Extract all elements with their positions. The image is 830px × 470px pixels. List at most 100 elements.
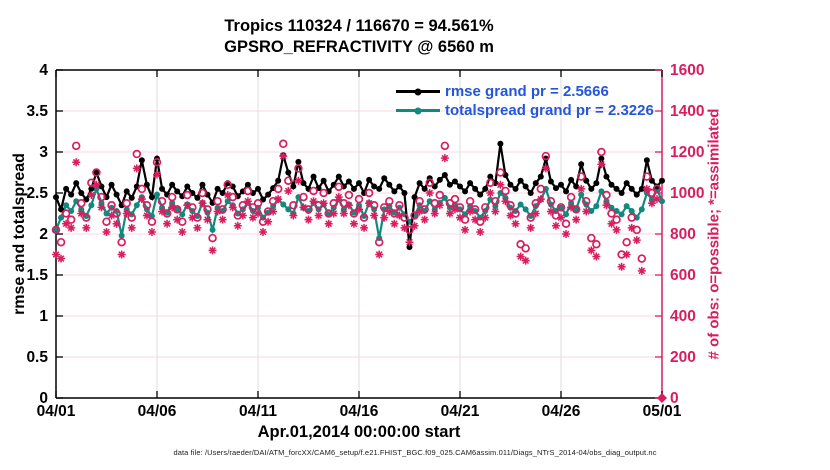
possible-obs-marker [208, 233, 217, 243]
assimilated-obs-marker [511, 219, 520, 228]
assimilated-obs-marker [122, 209, 131, 218]
rmse-marker [558, 181, 564, 188]
rmse-marker [537, 173, 544, 180]
assimilated-obs-marker [501, 197, 510, 206]
rmse-marker [391, 188, 398, 195]
rmse-marker [608, 181, 615, 188]
possible-obs-marker [61, 209, 71, 218]
assimilated-obs-marker [243, 197, 252, 206]
possible-obs-marker [137, 184, 147, 194]
totalspread-marker [209, 226, 216, 233]
rmse-marker [487, 173, 494, 180]
possible-obs-marker [425, 178, 434, 188]
x-axis-label: Apr.01,2014 00:00:00 start [257, 423, 461, 441]
assimilated-obs-marker [425, 189, 434, 197]
totalspread-marker [280, 201, 287, 208]
possible-obs-marker [102, 217, 111, 226]
possible-obs-marker [334, 182, 344, 192]
assimilated-obs-marker [269, 207, 278, 216]
assimilated-obs-marker [153, 170, 161, 179]
assimilated-obs-marker [223, 191, 232, 200]
assimilated-obs-marker [193, 223, 202, 232]
possible-obs-marker [66, 215, 76, 224]
assimilated-obs-marker [158, 207, 167, 216]
totalspread-marker [608, 204, 615, 211]
data-file-path: data file: /Users/raeder/DAI/ATM_forcXX/… [173, 448, 657, 457]
totalspread-marker [628, 208, 635, 215]
totalspread-marker [356, 202, 362, 209]
assimilated-obs-marker [390, 219, 399, 228]
rmse-marker [406, 244, 413, 251]
possible-obs-marker [622, 237, 631, 247]
assimilated-obs-marker [607, 219, 616, 228]
rmse-marker [568, 176, 575, 183]
totalspread-marker [154, 191, 160, 198]
assimilated-obs-marker [254, 209, 262, 218]
assimilated-obs-marker [238, 211, 247, 220]
rmse-marker [300, 180, 307, 187]
totalspread-marker [133, 202, 140, 209]
assimilated-obs-marker [183, 201, 192, 210]
assimilated-obs-marker [163, 219, 172, 228]
possible-obs-marker [56, 237, 66, 247]
possible-obs-marker [344, 190, 354, 200]
possible-obs-marker [440, 141, 450, 151]
rmse-marker [143, 181, 150, 188]
assimilated-obs-marker [264, 217, 273, 226]
possible-obs-marker [238, 201, 248, 210]
assimilated-obs-marker [198, 199, 207, 208]
possible-obs-marker [581, 196, 591, 206]
possible-obs-marker [248, 203, 258, 212]
possible-obs-marker [76, 199, 86, 208]
assimilated-obs-marker [551, 221, 560, 230]
possible-obs-marker [349, 209, 359, 218]
assimilated-obs-marker [597, 160, 606, 169]
y-tick-label-right: 600 [670, 267, 696, 284]
assimilated-obs-marker [521, 256, 530, 265]
assimilated-obs-marker [375, 250, 384, 259]
possible-obs-marker [597, 147, 606, 157]
possible-obs-marker [71, 141, 81, 151]
assimilated-obs-marker [309, 197, 318, 206]
assimilated-obs-marker [92, 180, 101, 189]
possible-obs-marker [142, 201, 152, 210]
assimilated-obs-marker [385, 207, 394, 216]
possible-obs-marker [243, 186, 253, 196]
y-tick-label-right: 1600 [670, 62, 704, 79]
assimilated-obs-marker [370, 211, 379, 220]
possible-obs-marker [92, 168, 101, 177]
possible-obs-marker [279, 139, 288, 149]
rmse-marker [174, 188, 181, 195]
possible-obs-marker [607, 209, 616, 218]
legend-marker-totalspread-icon [414, 107, 422, 114]
y-tick-label-left: 3.5 [26, 103, 48, 120]
possible-obs-marker [521, 244, 530, 253]
assimilated-obs-marker [450, 205, 459, 214]
assimilated-obs-marker [142, 211, 151, 220]
assimilated-obs-marker [248, 213, 257, 222]
possible-obs-marker [380, 203, 389, 212]
possible-obs-marker [147, 217, 157, 226]
rmse-marker [371, 183, 378, 190]
assimilated-obs-marker [617, 262, 626, 271]
assimilated-obs-marker [395, 211, 404, 220]
totalspread-marker [578, 191, 585, 198]
rmse-marker [73, 180, 80, 187]
assimilated-obs-marker [435, 201, 444, 210]
possible-obs-marker [546, 196, 556, 206]
assimilated-obs-marker [466, 207, 475, 216]
possible-obs-marker [652, 184, 662, 194]
assimilated-obs-marker [274, 195, 283, 204]
possible-obs-marker [97, 192, 106, 202]
rmse-marker [436, 176, 443, 183]
totalspread-marker [123, 206, 130, 213]
rmse-marker [598, 155, 605, 162]
totalspread-marker [88, 202, 95, 209]
assimilated-obs-marker [577, 184, 586, 193]
rmse-marker [638, 185, 645, 192]
y-axis-label-right: # of obs: o=possible; *=assimilated [705, 108, 723, 360]
rmse-marker [467, 180, 474, 187]
possible-obs-marker [415, 196, 424, 206]
rmse-marker [63, 185, 70, 192]
x-tick-label: 04/21 [441, 403, 480, 420]
